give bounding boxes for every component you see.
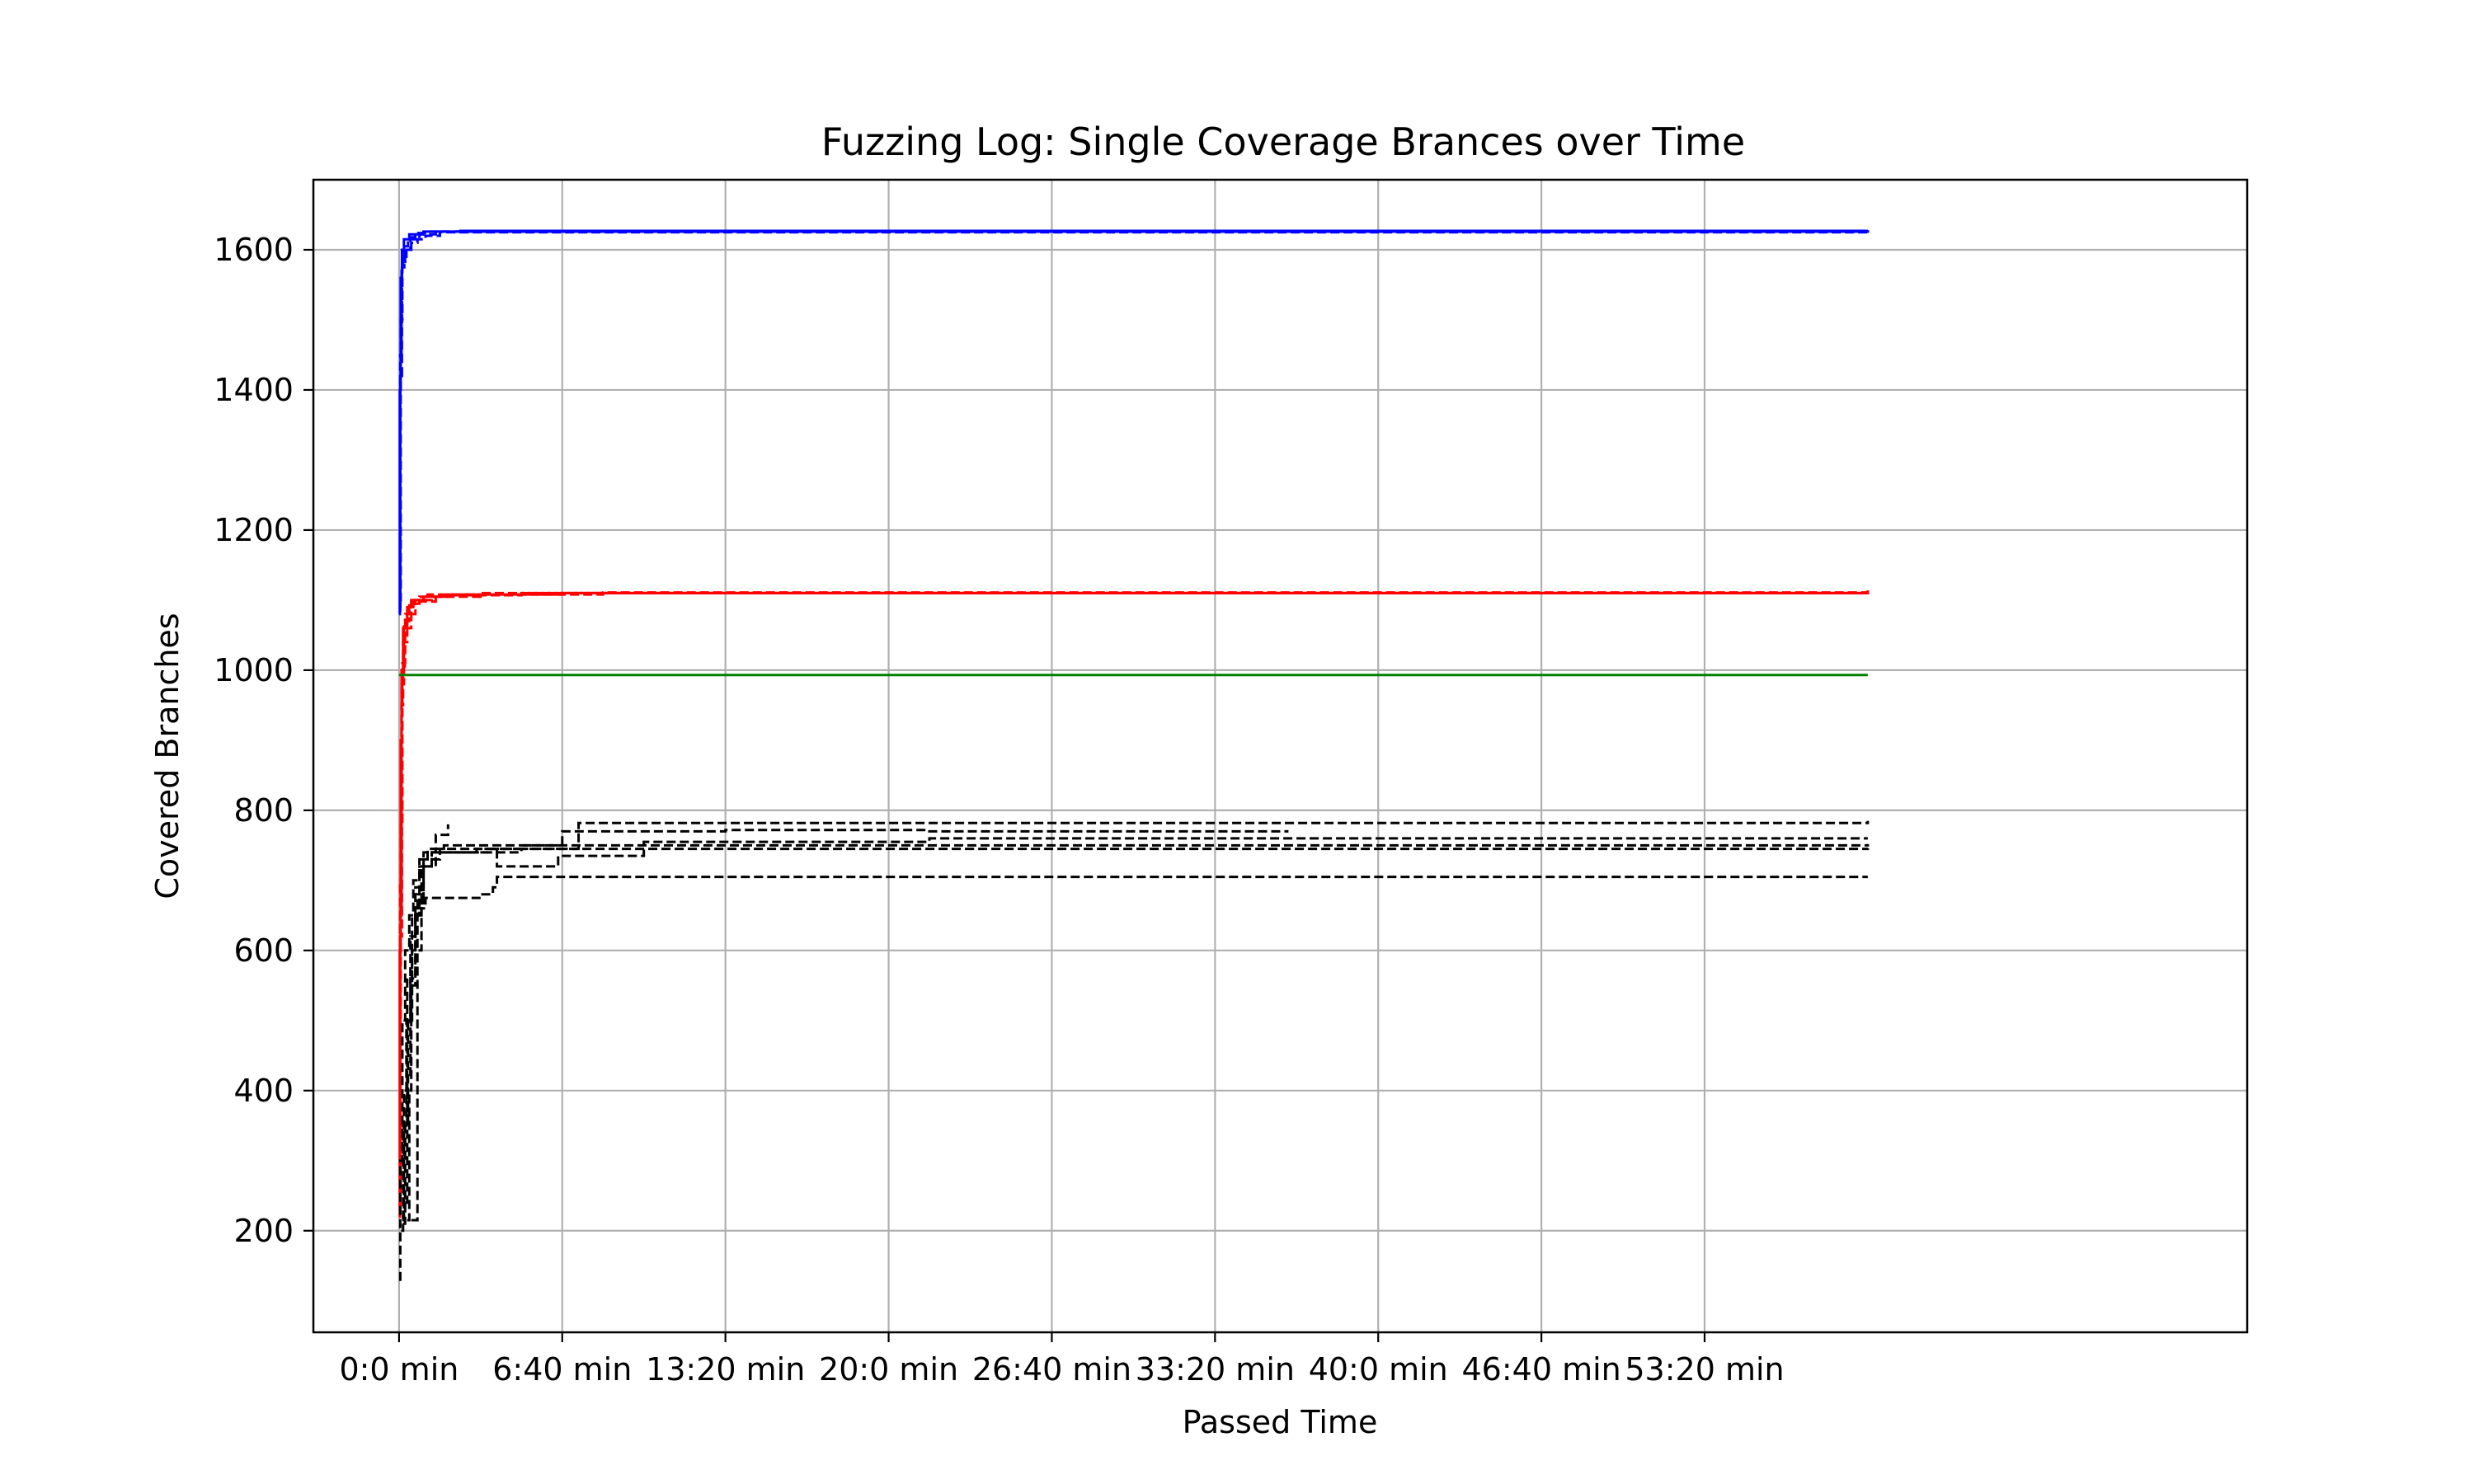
x-tick-label: 13:20 min	[646, 1351, 805, 1388]
x-tick-label: 26:40 min	[972, 1351, 1131, 1388]
series-line	[398, 591, 1870, 1205]
y-tick-label: 1600	[214, 232, 294, 268]
grid-lines	[313, 180, 2247, 1332]
x-tick-label: 33:20 min	[1136, 1351, 1295, 1388]
y-tick-label: 1400	[214, 372, 294, 408]
x-axis-label: Passed Time	[1183, 1404, 1378, 1440]
chart-title: Fuzzing Log: Single Coverage Brances ove…	[821, 120, 1745, 164]
x-tick-label: 53:20 min	[1625, 1351, 1784, 1388]
x-axis-ticks: 0:0 min 6:40 min 13:20 min 20:0 min 26:40 mi…	[339, 1332, 1785, 1388]
x-tick-label: 46:40 min	[1461, 1351, 1620, 1388]
y-tick-label: 1000	[214, 652, 294, 688]
y-tick-label: 800	[233, 792, 294, 829]
y-tick-label: 1200	[214, 512, 294, 548]
x-tick-label: 20:0 min	[819, 1351, 958, 1388]
y-tick-label: 600	[233, 932, 294, 969]
x-tick-label: 40:0 min	[1309, 1351, 1448, 1388]
series-line	[405, 829, 1289, 1205]
plot-frame	[312, 178, 2249, 1334]
series-line	[411, 876, 1868, 1222]
x-tick-label: 0:0 min	[339, 1351, 459, 1388]
x-tick-label: 6:40 min	[492, 1351, 632, 1388]
y-tick-label: 200	[233, 1213, 294, 1249]
series-lines	[398, 229, 1870, 1281]
series-line	[398, 230, 1870, 613]
series-line	[402, 820, 1870, 1222]
y-tick-label: 400	[233, 1073, 294, 1109]
y-axis-ticks: 200 400 600 800 1000 1200 1400 1600	[214, 232, 313, 1249]
y-axis-label: Covered Branches	[149, 613, 186, 899]
series-line	[407, 837, 1868, 1222]
